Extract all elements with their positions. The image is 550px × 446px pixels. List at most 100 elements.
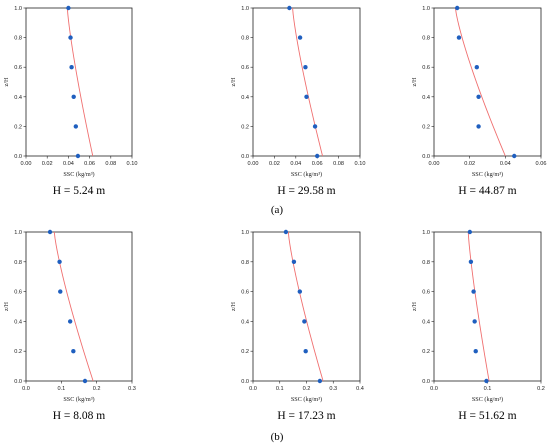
x-tick-label: 0.02 [269,161,280,167]
chart-panel-6: 0.0 0.2 0.4 0.6 0.8 1.0 0.0 0.1 0.2 SSC (kg/m³) z/… [411,229,545,422]
plot-frame [252,231,361,382]
data-point [473,349,478,354]
y-tick-label: 0.6 [422,65,430,71]
data-point [82,378,88,384]
x-tick-label: 0.02 [42,161,53,167]
y-tick-label: 0.8 [241,36,249,42]
chart-panel-1: 0.0 0.2 0.4 0.6 0.8 1.0 0.00 0.02 0.04 0.06 0.08 0.… [3,5,138,197]
y-tick-label: 0.0 [422,379,430,385]
x-tick-label: 0.04 [63,161,74,167]
x-tick-label: 0.1 [484,386,492,392]
panel-caption: H = 8.08 m [53,410,106,422]
y-axis-label: z/H [411,77,418,86]
y-tick-label: 0.8 [14,260,22,266]
data-point [302,319,307,324]
x-tick-label: 0.08 [105,161,116,167]
chart-panel-3: 0.0 0.2 0.4 0.6 0.8 1.0 0.00 0.02 0.04 0.06 SSC (k… [411,5,546,197]
y-axis-label: z/H [411,302,418,311]
x-tick-label: 0.04 [500,161,511,167]
x-tick-label: 0.10 [127,161,138,167]
data-point [66,5,71,11]
data-point [57,259,62,264]
data-point [312,124,318,129]
y-tick-label: 0.6 [14,290,22,296]
y-tick-label: 0.2 [241,349,249,355]
y-tick-label: 1.0 [241,230,249,236]
y-tick-label: 0.0 [422,154,430,160]
x-axis-label: SSC (kg/m³) [63,396,94,403]
data-point [303,349,308,354]
x-tick-label: 0.2 [537,386,545,392]
x-tick-label: 0.3 [128,386,136,392]
y-axis-label: z/H [3,77,10,86]
panel-caption: H = 5.24 m [53,185,106,197]
data-point [297,289,303,294]
data-point [287,5,292,11]
data-point [283,229,289,235]
data-point [297,35,303,40]
row-label-b: (b) [271,431,284,443]
data-point [454,5,460,11]
chart-panel-5: 0.0 0.2 0.4 0.6 0.8 1.0 0.0 0.1 0.2 0.3 0.4 SSC (kg… [230,229,364,422]
y-tick-label: 0.4 [422,319,430,325]
data-point [71,349,76,354]
panel-caption: H = 29.58 m [277,185,335,197]
fit-line [53,231,94,382]
y-tick-label: 1.0 [14,6,22,12]
x-tick-label: 0.0 [22,386,30,392]
y-tick-label: 0.0 [14,154,22,160]
y-tick-label: 0.6 [14,65,22,71]
data-point [484,378,489,384]
y-tick-label: 0.4 [241,319,249,325]
chart-panel-2: 0.0 0.2 0.4 0.6 0.8 1.0 0.00 0.02 0.04 0.06 0.08 0.… [230,5,365,197]
plot-frame [433,7,542,157]
y-tick-label: 0.8 [241,260,249,266]
data-point [303,65,308,70]
data-point [512,153,517,159]
y-tick-label: 0.2 [422,349,430,355]
x-tick-label: 0.2 [303,386,311,392]
plot-frame [25,231,133,382]
fit-line [467,231,490,382]
y-tick-label: 0.4 [14,319,22,325]
panel-caption: H = 51.62 m [458,410,516,422]
x-tick-label: 0.0 [249,386,257,392]
y-tick-label: 1.0 [14,230,22,236]
x-tick-label: 0.00 [248,161,259,167]
x-axis-label: SSC (kg/m³) [291,171,322,178]
data-point [68,35,73,40]
x-tick-label: 0.2 [93,386,101,392]
y-axis-label: z/H [3,302,10,311]
y-tick-label: 0.8 [422,260,430,266]
data-point [58,289,63,294]
chart-panel-4: 0.0 0.2 0.4 0.6 0.8 1.0 0.0 0.1 0.2 0.3 SSC (kg/m³… [3,229,136,422]
y-tick-label: 0.4 [241,95,249,101]
x-tick-label: 0.06 [84,161,95,167]
y-tick-label: 0.0 [241,154,249,160]
x-tick-label: 0.06 [312,161,323,167]
data-point [304,94,309,100]
data-point [476,124,481,129]
x-tick-label: 0.00 [21,161,32,167]
x-tick-label: 0.00 [429,161,440,167]
y-tick-label: 0.2 [14,124,22,130]
data-point [69,65,74,70]
data-point [468,259,474,264]
y-tick-label: 0.2 [422,124,430,130]
x-tick-label: 0.3 [329,386,337,392]
x-axis-label: SSC (kg/m³) [291,396,322,403]
y-tick-label: 0.4 [14,95,22,101]
data-point [315,153,320,159]
fit-line [292,7,323,157]
y-tick-label: 0.4 [422,95,430,101]
data-point [317,378,323,384]
x-axis-label: SSC (kg/m³) [472,171,503,178]
y-axis-label: z/H [230,77,237,86]
data-point [474,65,479,70]
data-point [291,259,297,264]
y-tick-label: 0.8 [422,36,430,42]
y-tick-label: 1.0 [422,6,430,12]
y-tick-label: 0.2 [241,124,249,130]
data-point [67,319,73,324]
